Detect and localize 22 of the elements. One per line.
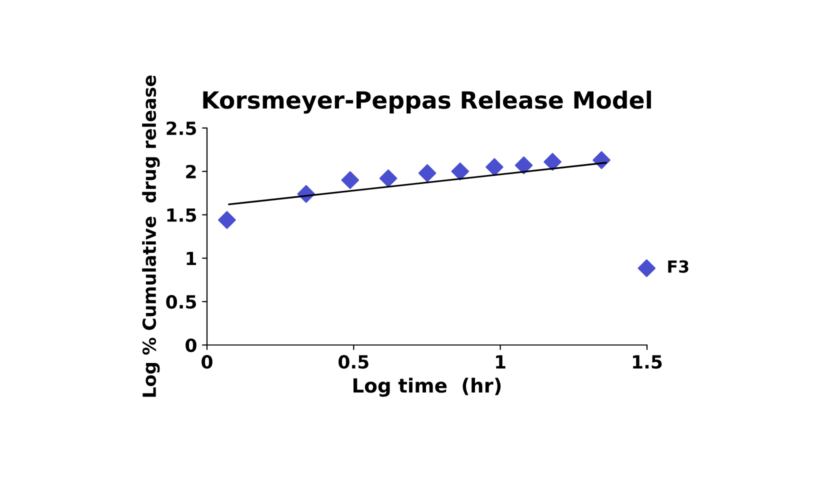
y-tick-label: 1.5 xyxy=(167,208,196,222)
y-axis-title: Log % Cumulative drug release xyxy=(142,76,160,397)
x-tick-label: 0.5 xyxy=(338,355,368,369)
y-tick-label: 2.5 xyxy=(166,121,196,136)
x-tick-label: 0 xyxy=(202,355,212,369)
point xyxy=(379,169,398,188)
legend-label: F3 xyxy=(668,260,688,273)
point xyxy=(514,156,533,174)
y-tick-label: 1 xyxy=(186,252,196,266)
point xyxy=(451,162,470,180)
point xyxy=(486,158,504,176)
point xyxy=(418,164,436,182)
y-tick-label: 0 xyxy=(186,338,196,352)
chart-title: Korsmeyer-Peppas Release Model xyxy=(203,90,651,114)
point xyxy=(544,152,562,171)
x-axis-title: Log time (hr) xyxy=(353,378,501,397)
y-tick-label: 0.5 xyxy=(166,295,196,309)
point xyxy=(218,211,236,229)
x-tick-label: 1 xyxy=(496,355,506,368)
point xyxy=(341,171,360,189)
y-tick-label: 2 xyxy=(186,164,196,178)
x-tick-label: 1.5 xyxy=(633,355,662,369)
